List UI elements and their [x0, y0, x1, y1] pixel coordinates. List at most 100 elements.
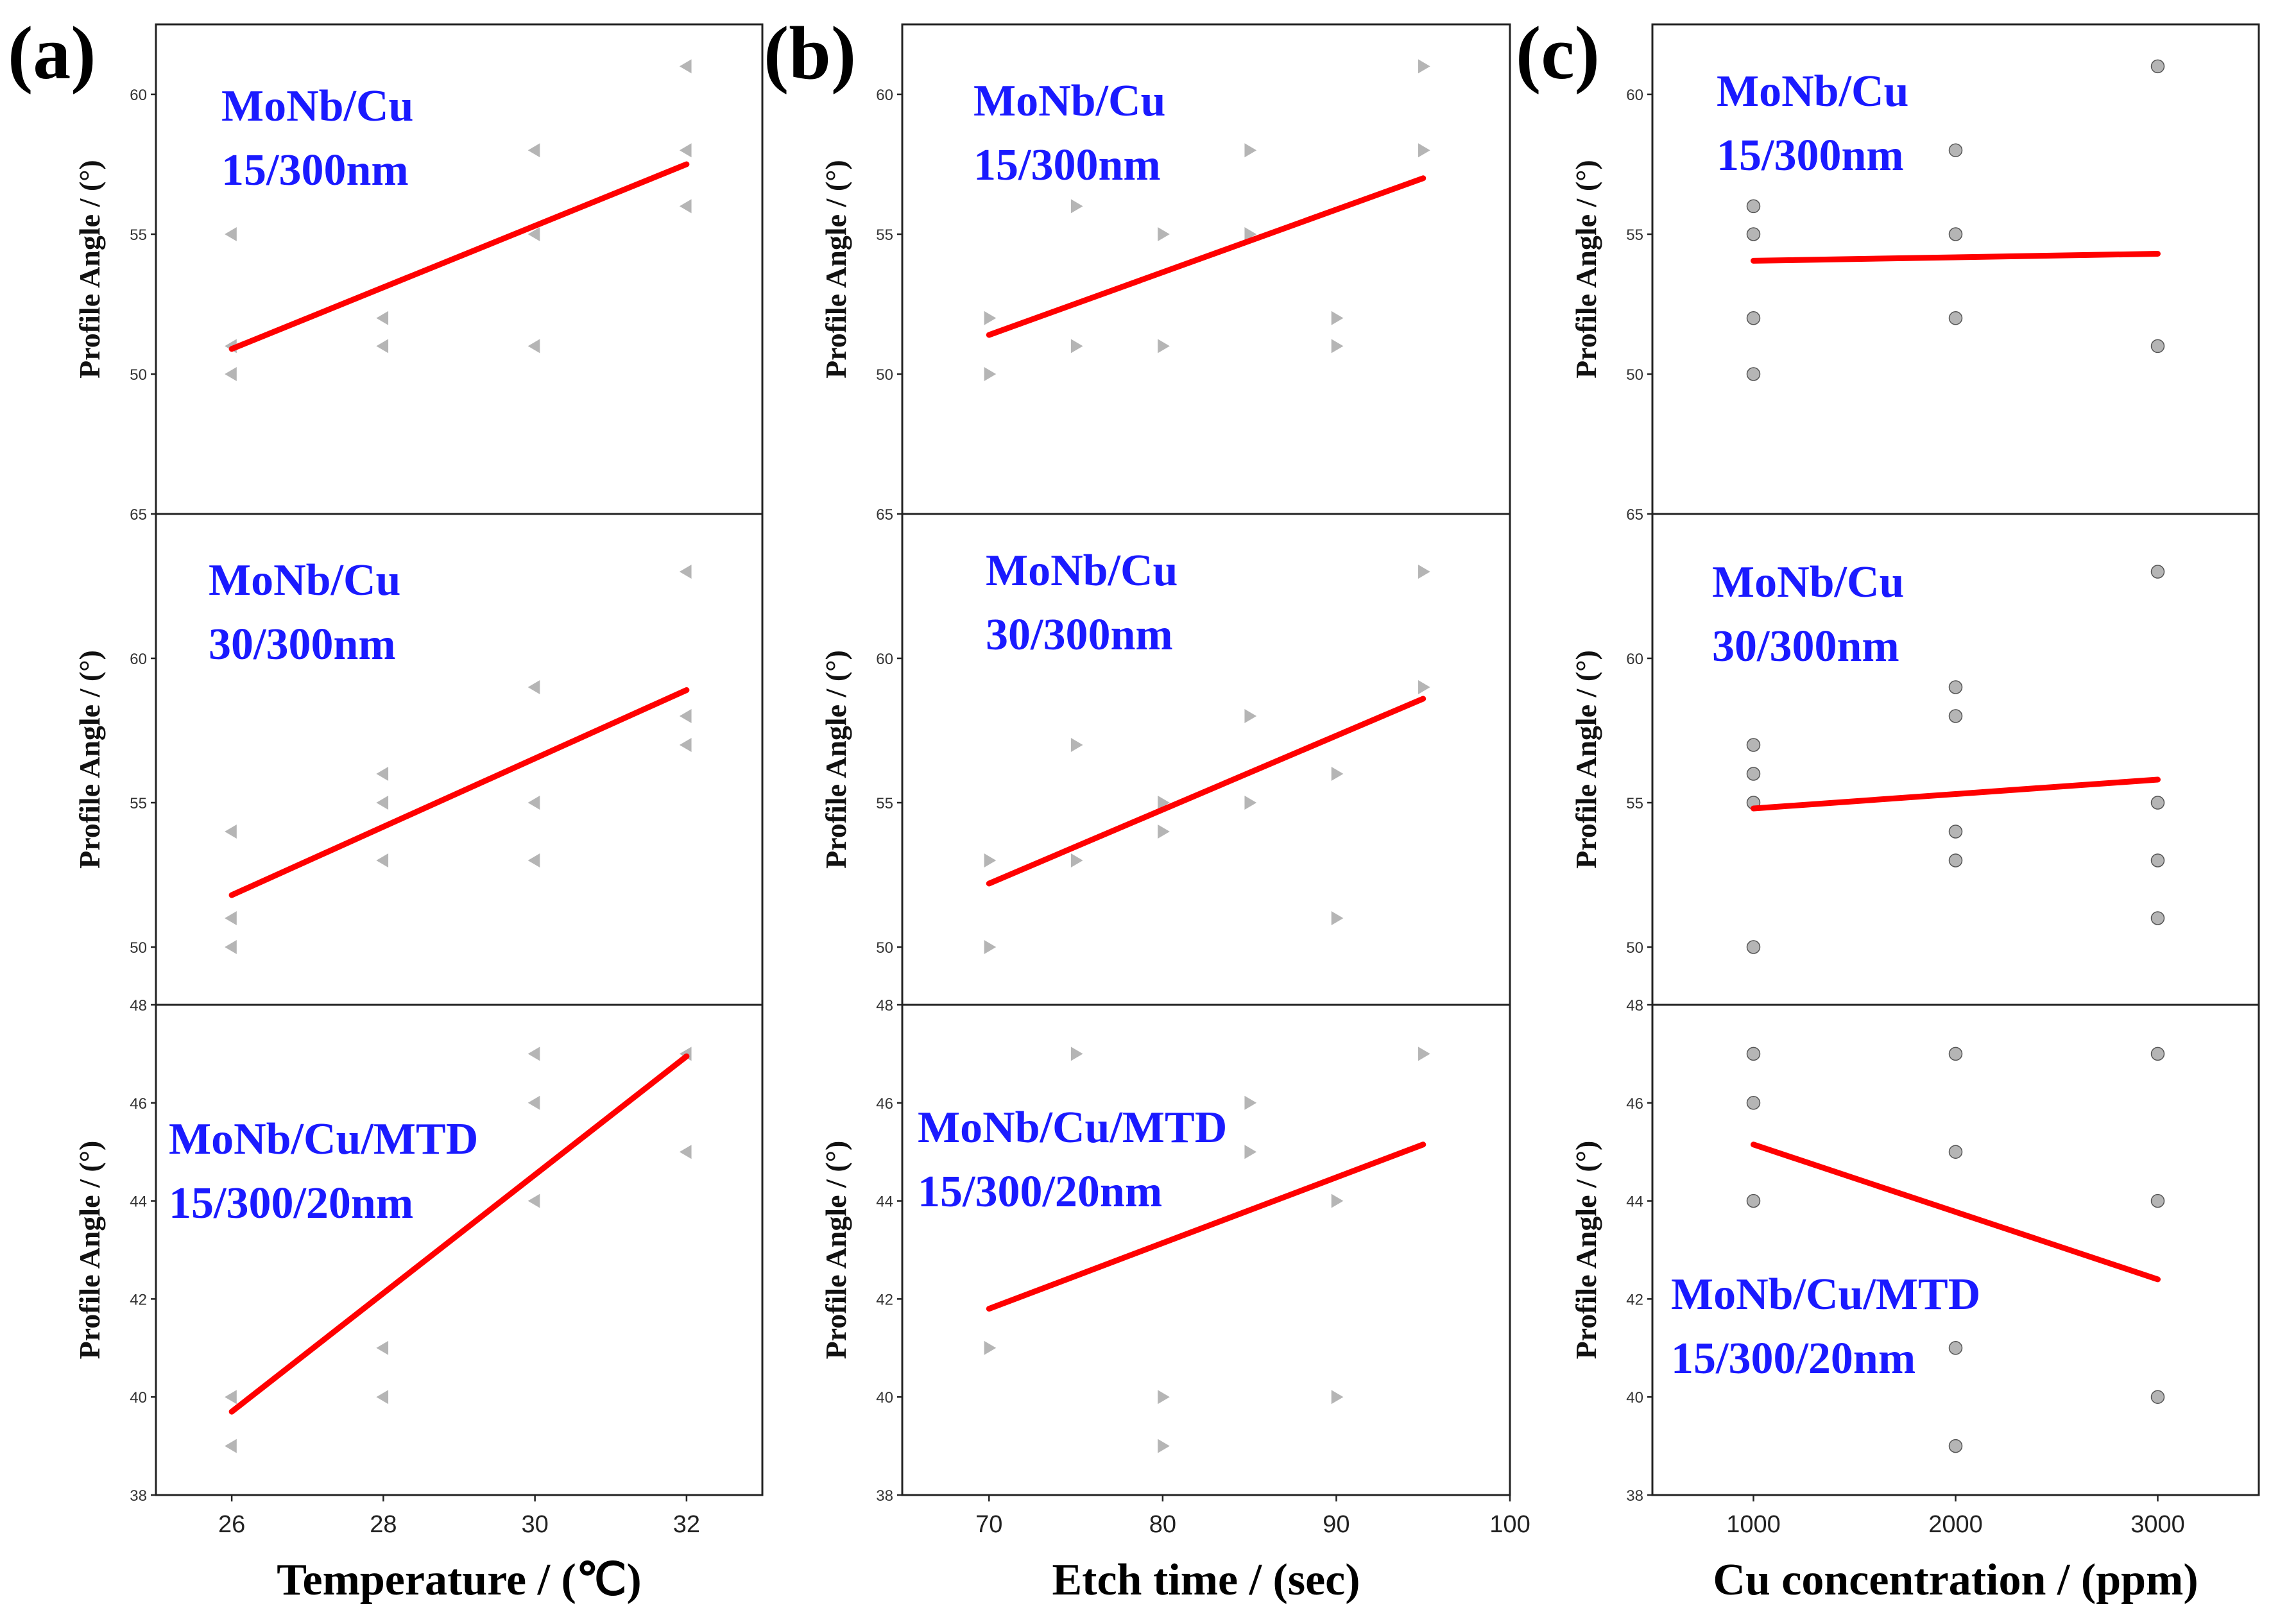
y-tick-label: 55 — [876, 227, 893, 244]
data-point — [984, 1340, 997, 1355]
y-tick-label: 60 — [1626, 87, 1643, 104]
data-point — [376, 796, 389, 810]
y-axis-label: Profile Angle / (°) — [819, 1141, 852, 1360]
data-point — [1948, 1341, 1963, 1355]
y-tick-label: 40 — [1626, 1389, 1643, 1406]
sample-thickness: 30/300nm — [209, 620, 396, 669]
y-tick-label: 40 — [876, 1389, 893, 1406]
data-point — [1070, 853, 1083, 868]
sample-thickness: 15/300/20nm — [169, 1179, 413, 1228]
data-point — [2150, 1390, 2165, 1404]
data-point — [2150, 853, 2165, 868]
data-point — [1948, 1439, 1963, 1453]
data-point — [679, 59, 692, 74]
data-point — [1948, 825, 1963, 839]
data-point — [1746, 767, 1761, 781]
data-point — [225, 1439, 237, 1453]
x-tick-label: 90 — [1323, 1511, 1350, 1538]
sample-thickness: 15/300nm — [1717, 131, 1904, 180]
data-point — [1244, 1095, 1257, 1110]
y-tick-label: 48 — [130, 997, 147, 1014]
x-tick-label: 26 — [218, 1511, 245, 1538]
y-tick-label: 60 — [876, 651, 893, 668]
data-point — [1158, 1439, 1170, 1453]
data-point — [527, 143, 540, 158]
x-axis-label: Cu concentration / (ppm) — [1713, 1555, 2198, 1605]
sample-title: MoNb/Cu/MTD — [918, 1103, 1227, 1152]
data-point — [1948, 853, 1963, 868]
fit-line — [1751, 251, 2161, 264]
subplot-row-3: 38 40 42 44 46 48 Profile Angle / (°) MoNb/Cu/M… — [1570, 997, 2260, 1505]
data-point — [376, 339, 389, 354]
data-point — [1746, 940, 1761, 954]
panel-label: (a) — [8, 11, 96, 95]
data-point — [1331, 1390, 1344, 1405]
x-tick-label: 3000 — [2130, 1511, 2185, 1538]
data-point — [984, 940, 997, 954]
data-point — [1746, 1096, 1761, 1110]
y-axis-label: Profile Angle / (°) — [1570, 1141, 1602, 1360]
panel-b: (b) 50 55 60 Profile Angle / (°) MoNb/Cu 15/30… — [764, 11, 1530, 1605]
x-tick-label: 80 — [1149, 1511, 1176, 1538]
y-tick-label: 44 — [1626, 1193, 1643, 1211]
subplot-row-1: 50 55 60 Profile Angle / (°) MoNb/Cu 15/300nm — [73, 23, 764, 515]
sample-title: MoNb/Cu/MTD — [169, 1115, 478, 1164]
subplot-row-2: 50 55 60 65 Profile Angle / (°) MoNb/Cu 30/300… — [1570, 506, 2260, 1006]
data-point — [1158, 339, 1170, 354]
y-tick-label: 55 — [130, 795, 147, 812]
y-tick-label: 42 — [1626, 1291, 1643, 1308]
data-point — [1158, 227, 1170, 241]
data-point — [2150, 59, 2165, 74]
y-tick-label: 60 — [876, 87, 893, 104]
x-tick-label: 2000 — [1928, 1511, 1983, 1538]
data-point — [376, 311, 389, 325]
data-point — [1418, 1047, 1430, 1061]
data-point — [2150, 1193, 2165, 1208]
data-point — [2150, 796, 2165, 810]
y-tick-label: 40 — [130, 1389, 147, 1406]
data-point — [225, 1390, 237, 1405]
data-point — [1948, 1047, 1963, 1061]
data-point — [1948, 227, 1963, 241]
y-tick-label: 65 — [130, 506, 147, 524]
x-axis-label: Temperature / (℃) — [277, 1555, 642, 1605]
data-point — [1746, 199, 1761, 214]
fit-line — [986, 1141, 1427, 1312]
data-point — [1244, 796, 1257, 810]
data-point — [225, 367, 237, 381]
y-axis-label: Profile Angle / (°) — [73, 160, 106, 379]
data-point — [1331, 767, 1344, 781]
data-point — [1070, 738, 1083, 752]
y-tick-label: 65 — [1626, 506, 1643, 524]
y-tick-label: 46 — [1626, 1095, 1643, 1113]
subplot-row-3: 38 40 42 44 46 48 Profile Angle / (°) MoNb/Cu/M… — [819, 997, 1511, 1505]
subplot-row-2: 50 55 60 65 Profile Angle / (°) MoNb/Cu 30/300… — [73, 506, 764, 1006]
panel-label: (b) — [764, 11, 856, 95]
data-point — [679, 738, 692, 752]
y-axis-label: Profile Angle / (°) — [819, 160, 852, 379]
panel-c: (c) 50 55 60 Profile Angle / (°) MoNb/Cu 15/30… — [1516, 11, 2260, 1605]
sample-title: MoNb/Cu — [221, 81, 413, 131]
x-axis-label: Etch time / (sec) — [1052, 1555, 1360, 1605]
panel-a: (a) 50 55 60 Profile Angle / (°) MoNb/Cu 15/30… — [8, 11, 764, 1605]
data-point — [527, 339, 540, 354]
y-tick-label: 46 — [130, 1095, 147, 1113]
data-point — [225, 911, 237, 925]
data-point — [1331, 339, 1344, 354]
subplot-row-2: 50 55 60 65 Profile Angle / (°) MoNb/Cu 30/300… — [819, 506, 1511, 1006]
data-point — [1244, 143, 1257, 158]
plot-frame — [1651, 1004, 2260, 1496]
y-tick-label: 50 — [130, 939, 147, 957]
data-point — [1746, 738, 1761, 752]
y-tick-label: 55 — [1626, 227, 1643, 244]
data-point — [1070, 199, 1083, 214]
data-point — [527, 680, 540, 694]
sample-title: MoNb/Cu — [1717, 67, 1908, 116]
data-point — [679, 565, 692, 579]
y-tick-label: 50 — [876, 366, 893, 384]
data-point — [527, 227, 540, 241]
data-point — [376, 1390, 389, 1405]
y-tick-label: 60 — [1626, 651, 1643, 668]
y-tick-label: 44 — [130, 1193, 147, 1211]
